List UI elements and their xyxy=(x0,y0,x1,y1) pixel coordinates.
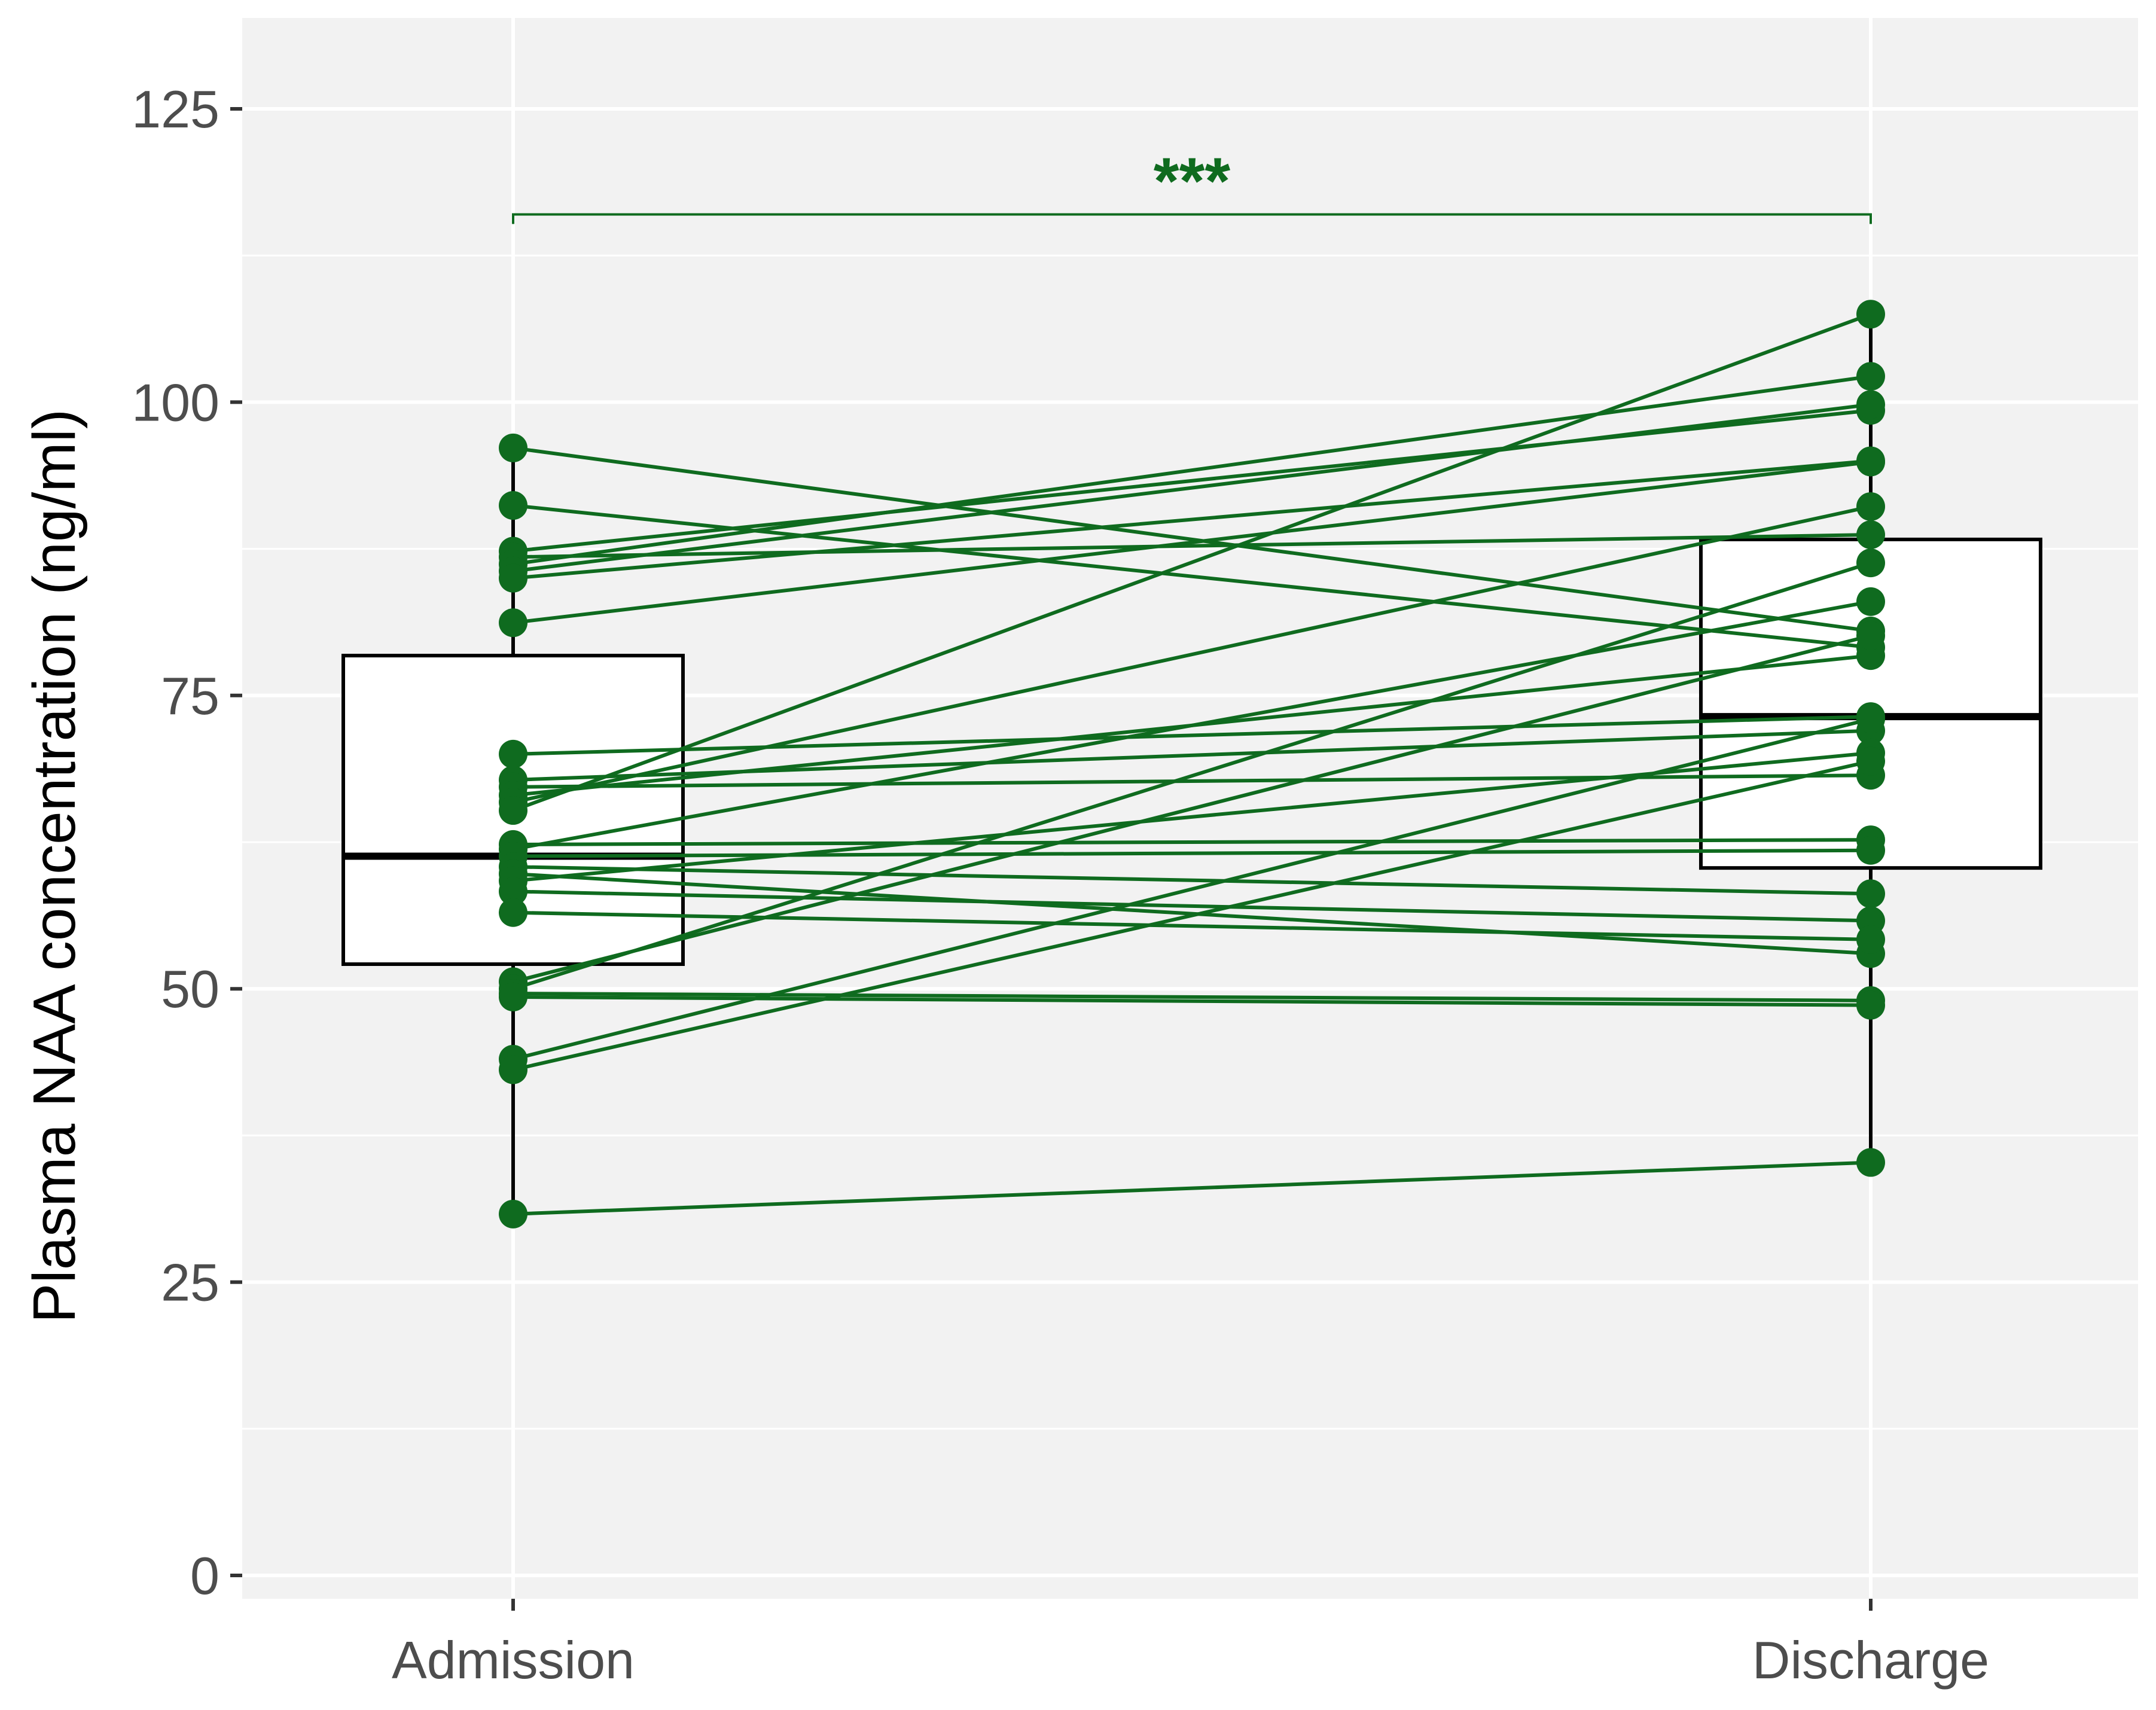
point-discharge xyxy=(1856,990,1885,1020)
point-discharge xyxy=(1856,746,1885,776)
point-discharge xyxy=(1856,520,1885,550)
point-discharge xyxy=(1856,705,1885,734)
point-discharge xyxy=(1856,447,1885,477)
significance-line xyxy=(512,213,1872,224)
point-admission xyxy=(499,433,527,462)
y-axis: 0 25 50 75 100 125 xyxy=(132,80,242,1605)
point-admission xyxy=(499,877,527,906)
paired-line xyxy=(513,889,1871,923)
paired-line xyxy=(513,561,1871,991)
significance-bracket: *** xyxy=(512,145,1872,224)
point-discharge xyxy=(1856,300,1885,329)
point-admission xyxy=(499,796,527,825)
paired-line xyxy=(513,446,1871,633)
point-discharge xyxy=(1856,548,1885,578)
y-tick-label: 0 xyxy=(190,1546,219,1605)
point-admission xyxy=(499,1199,527,1229)
significance-label: *** xyxy=(1154,145,1231,218)
point-discharge xyxy=(1856,641,1885,670)
paired-line xyxy=(513,533,1871,559)
paired-line xyxy=(513,995,1871,1007)
points xyxy=(499,300,1885,1229)
y-axis-title: Plasma NAA concentration (ng/ml) xyxy=(21,409,88,1323)
point-admission xyxy=(499,563,527,593)
point-admission xyxy=(499,608,527,638)
point-discharge xyxy=(1856,492,1885,521)
paired-line xyxy=(513,599,1871,851)
x-axis: Admission Discharge xyxy=(392,1599,1989,1690)
paired-line xyxy=(513,633,1871,984)
paired-line xyxy=(513,717,1871,1061)
paired-line xyxy=(513,505,1871,804)
paired-line xyxy=(512,312,1872,812)
point-discharge xyxy=(1856,621,1885,650)
paired-line xyxy=(513,1160,1871,1216)
y-tick-label: 100 xyxy=(132,373,219,432)
paired-line xyxy=(513,459,1871,580)
y-tick-label: 25 xyxy=(161,1253,219,1312)
paired-lines xyxy=(512,312,1872,1216)
paired-line xyxy=(513,865,1871,896)
paired-line xyxy=(513,374,1871,566)
point-discharge xyxy=(1856,587,1885,616)
point-admission xyxy=(499,491,527,520)
point-admission xyxy=(499,898,527,927)
point-discharge xyxy=(1856,879,1885,909)
point-admission xyxy=(499,982,527,1011)
paired-line xyxy=(513,403,1871,573)
paired-line xyxy=(513,759,1871,1072)
paired-line xyxy=(513,992,1871,1002)
point-discharge xyxy=(1856,362,1885,391)
y-tick-label: 50 xyxy=(161,959,219,1019)
point-discharge xyxy=(1856,925,1885,954)
x-tick-label: Admission xyxy=(392,1630,635,1690)
x-tick-label: Discharge xyxy=(1752,1630,1989,1690)
y-tick-label: 125 xyxy=(132,80,219,139)
y-tick-label: 75 xyxy=(161,666,219,726)
paired-line xyxy=(513,838,1871,846)
point-admission xyxy=(499,1055,527,1084)
paired-line xyxy=(513,715,1871,756)
point-admission xyxy=(499,739,527,769)
point-discharge xyxy=(1856,390,1885,419)
paired-line xyxy=(513,848,1871,858)
point-discharge xyxy=(1856,1148,1885,1177)
point-discharge xyxy=(1856,836,1885,865)
paired-line xyxy=(513,460,1871,625)
